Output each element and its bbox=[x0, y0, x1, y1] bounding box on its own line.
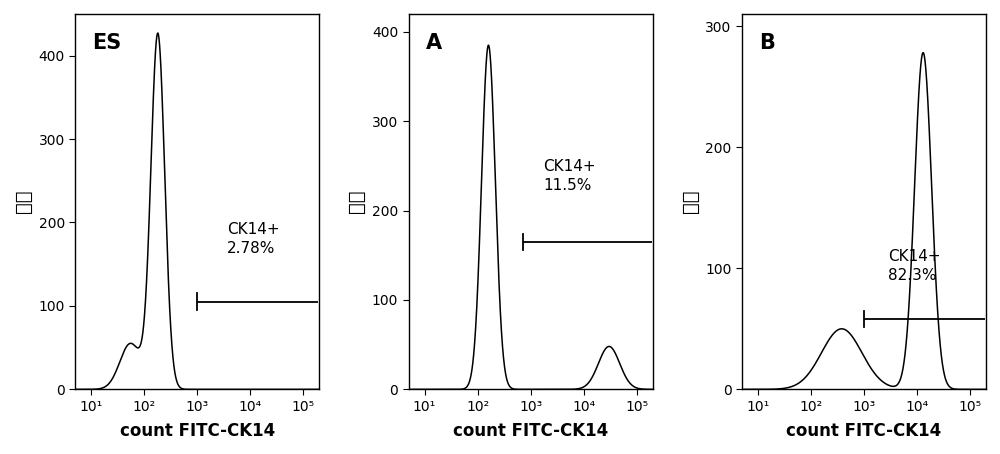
Text: B: B bbox=[759, 33, 775, 53]
Text: CK14+
82.3%: CK14+ 82.3% bbox=[888, 249, 941, 283]
Y-axis label: 数目: 数目 bbox=[681, 190, 700, 213]
Text: A: A bbox=[426, 33, 442, 53]
Text: CK14+
11.5%: CK14+ 11.5% bbox=[543, 159, 596, 192]
X-axis label: count FITC-CK14: count FITC-CK14 bbox=[453, 422, 608, 440]
Y-axis label: 数目: 数目 bbox=[14, 190, 33, 213]
Text: ES: ES bbox=[92, 33, 122, 53]
X-axis label: count FITC-CK14: count FITC-CK14 bbox=[786, 422, 942, 440]
Text: CK14+
2.78%: CK14+ 2.78% bbox=[227, 222, 279, 256]
X-axis label: count FITC-CK14: count FITC-CK14 bbox=[120, 422, 275, 440]
Y-axis label: 数目: 数目 bbox=[347, 190, 366, 213]
